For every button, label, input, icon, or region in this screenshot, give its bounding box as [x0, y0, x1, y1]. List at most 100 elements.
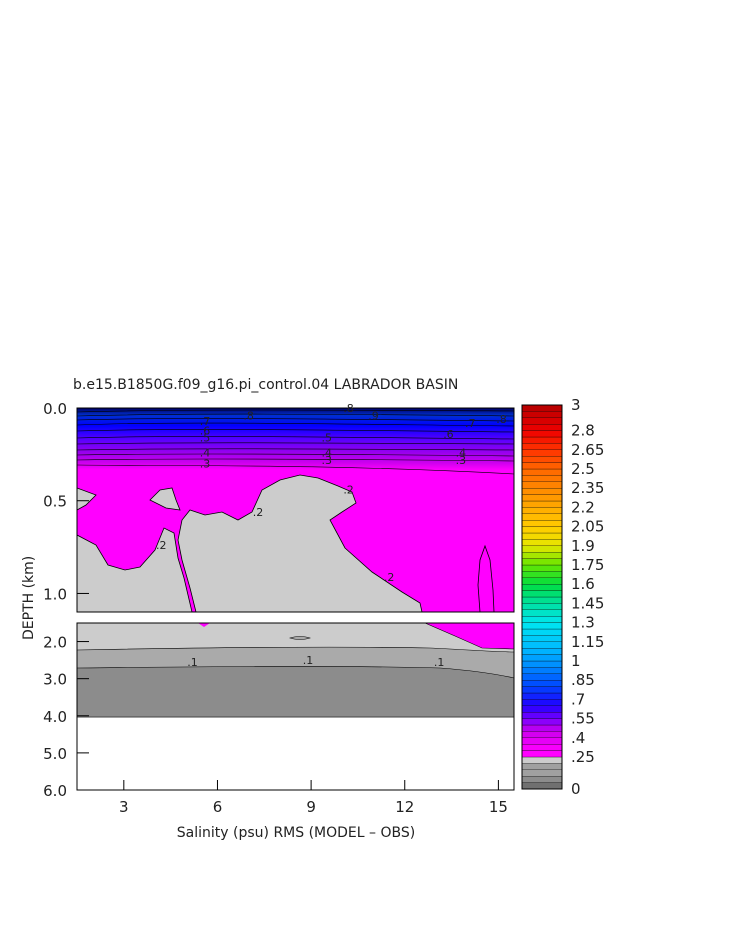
contour-label: .7	[465, 417, 476, 430]
colorbar-swatch	[521, 488, 563, 495]
contour-label: .5	[321, 432, 332, 445]
contour-label: .3	[321, 454, 332, 467]
colorbar-swatch	[521, 552, 563, 559]
colorbar-swatch	[521, 628, 563, 636]
magenta-plume-right	[477, 544, 495, 612]
colorbar-swatch	[521, 705, 563, 713]
colorbar-swatch	[521, 603, 563, 610]
x-tick-label: 15	[489, 798, 508, 816]
colorbar-tick-label: .85	[571, 671, 595, 689]
colorbar-swatch	[521, 475, 563, 482]
contour-label: .8	[343, 402, 354, 415]
colorbar-swatch	[521, 622, 563, 630]
colorbar-labels: 32.82.652.52.352.22.051.91.751.61.451.31…	[571, 396, 604, 798]
colorbar-tick-label: 1.6	[571, 575, 595, 593]
colorbar-swatch	[521, 436, 563, 444]
colorbar-swatch	[521, 520, 563, 527]
contour-label: .2	[156, 539, 167, 552]
colorbar-swatch	[521, 456, 563, 463]
contour-label: .4	[456, 447, 467, 460]
colorbar-tick-label: 2.35	[571, 479, 604, 497]
lower-small-contour-loop	[289, 636, 311, 640]
contour-label: .6	[200, 424, 211, 437]
y-tick-label-upper: 0.5	[43, 493, 67, 511]
y-tick-label-lower: 6.0	[43, 782, 67, 800]
x-tick-label: 12	[395, 798, 414, 816]
contour-label: .6	[443, 428, 454, 441]
contour-label: .8	[243, 409, 254, 422]
contour-label: .2	[253, 506, 264, 519]
colorbar-swatch	[521, 763, 563, 770]
colorbar-swatch	[521, 564, 563, 572]
colorbar-swatch	[521, 737, 563, 745]
colorbar-swatch	[521, 596, 563, 604]
contour-label: .3	[200, 458, 211, 471]
contour-label: .8	[496, 413, 507, 426]
gray-region-small-island	[149, 487, 181, 511]
chart-title: b.e15.B1850G.f09_g16.pi_control.04 LABRA…	[73, 377, 458, 393]
y-tick-label-upper: 0.0	[43, 400, 67, 418]
contour-label: .2	[343, 484, 354, 497]
colorbar-swatch	[521, 660, 563, 668]
colorbar-swatch	[521, 468, 563, 476]
y-tick-label-lower: 2.0	[43, 634, 67, 652]
colorbar-tick-label: 2.05	[571, 518, 604, 536]
colorbar-tick-label: 2.5	[571, 460, 595, 478]
colorbar-swatch	[521, 545, 563, 553]
gray-region-left-edge	[77, 487, 97, 511]
x-axis: 3 6 9 12 15	[119, 780, 508, 816]
y-tick-label-lower: 4.0	[43, 708, 67, 726]
colorbar-swatch	[521, 667, 563, 674]
colorbar-swatch	[521, 635, 563, 642]
colorbar-tick-label: .4	[571, 729, 585, 747]
lower-dark-gray-band	[77, 666, 514, 718]
contour-label: .3	[456, 454, 467, 467]
colorbar-swatch	[521, 673, 563, 681]
contour-label: .7	[200, 415, 211, 428]
contour-label: .1	[434, 656, 445, 669]
colorbar-swatch	[521, 443, 563, 450]
contour-label: .2	[384, 571, 395, 584]
colorbar-tick-label: 0	[571, 780, 581, 798]
colorbar-swatch	[521, 532, 563, 540]
gray-region-central	[177, 474, 423, 612]
contour-label: .4	[200, 447, 211, 460]
colorbar-tick-label: 1.15	[571, 633, 604, 651]
y-axis-upper: 0.0 0.5 1.0	[43, 400, 89, 603]
colorbar-swatch	[521, 430, 563, 438]
x-tick-label: 6	[213, 798, 223, 816]
colorbar-swatch	[521, 539, 563, 546]
colorbar-tick-label: 1.9	[571, 537, 595, 555]
colorbar-tick-label: 1.45	[571, 594, 604, 612]
colorbar-swatch	[521, 718, 563, 726]
colorbar-swatch	[521, 462, 563, 470]
colorbar-swatch	[521, 424, 563, 431]
colorbar-swatch	[521, 776, 563, 783]
colorbar-tick-label: 1.75	[571, 556, 604, 574]
lower-magenta-patch	[424, 623, 514, 650]
colorbar	[521, 404, 563, 790]
colorbar-swatch	[521, 571, 563, 578]
contour-label: .9	[368, 409, 379, 422]
colorbar-swatch	[521, 680, 563, 687]
colorbar-swatch	[521, 744, 563, 751]
colorbar-swatch	[521, 590, 563, 598]
gray-region-left-mound	[77, 527, 193, 612]
contour-label: .4	[321, 447, 332, 460]
colorbar-swatch	[521, 769, 563, 777]
upper-blue-gradient-band	[77, 408, 514, 470]
y-tick-label-upper: 1.0	[43, 585, 67, 603]
colorbar-tick-label: 1.3	[571, 614, 595, 632]
colorbar-tick-label: 2.65	[571, 441, 604, 459]
lower-magenta-sliver	[198, 623, 210, 627]
lower-panel-frame	[76, 622, 515, 791]
colorbar-swatch	[521, 584, 563, 591]
colorbar-swatch	[521, 609, 563, 617]
colorbar-swatch	[521, 756, 563, 764]
colorbar-swatch	[521, 641, 563, 649]
upper-contour-lines	[77, 409, 514, 475]
colorbar-swatch	[521, 692, 563, 700]
colorbar-swatch	[521, 712, 563, 719]
contour-label: .1	[303, 654, 314, 667]
y-tick-label-lower: 3.0	[43, 671, 67, 689]
